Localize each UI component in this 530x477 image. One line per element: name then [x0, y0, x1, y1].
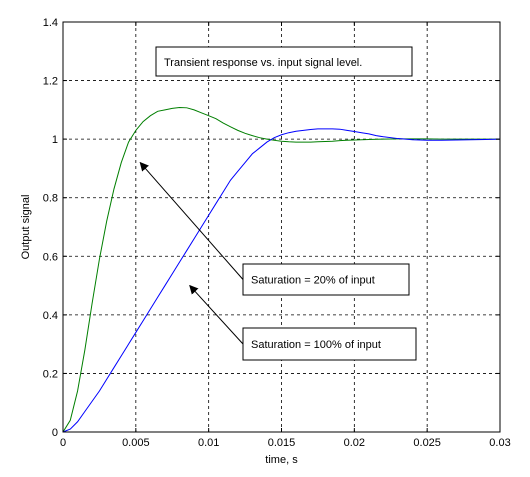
x-axis-label: time, s — [265, 454, 298, 466]
annotations: Saturation = 20% of input Saturation = 10… — [139, 161, 417, 361]
annotation-text: Saturation = 100% of input — [251, 339, 381, 351]
y-tick-label: 0 — [52, 427, 58, 439]
y-tick-label: 0.2 — [43, 368, 58, 380]
y-tick-label: 1.2 — [43, 76, 58, 88]
x-tick-label: 0.01 — [198, 437, 219, 449]
axis-ticks: 0 0.005 0.01 0.015 0.02 0.025 0.03 0 0.2 0.4 0.6 0.… — [43, 17, 511, 449]
x-tick-label: 0.02 — [344, 437, 365, 449]
x-tick-label: 0.03 — [489, 437, 510, 449]
title-box: Transient response vs. input signal leve… — [155, 46, 413, 77]
x-tick-label: 0.015 — [268, 437, 296, 449]
series-line-1 — [62, 107, 500, 433]
y-tick-label: 0.6 — [43, 251, 58, 263]
annotation-arrow — [139, 161, 244, 280]
annotation-box — [242, 327, 417, 361]
y-tick-label: 0.8 — [43, 193, 58, 205]
x-tick-label: 0.005 — [122, 437, 150, 449]
annotation-box — [242, 263, 410, 296]
x-tick-label: 0.025 — [413, 437, 441, 449]
annotation-arrow — [189, 284, 244, 345]
chart-title-text: Transient response vs. input signal leve… — [164, 57, 362, 69]
series-line-2 — [62, 128, 501, 433]
y-tick-label: 1 — [52, 134, 58, 146]
series-layer — [62, 107, 501, 433]
annotation-text: Saturation = 20% of input — [251, 275, 375, 287]
grid-lines — [63, 22, 500, 432]
y-axis-label: Output signal — [20, 195, 32, 260]
y-tick-label: 0.4 — [43, 310, 58, 322]
y-tick-label: 1.4 — [43, 17, 58, 29]
x-tick-label: 0 — [60, 437, 66, 449]
